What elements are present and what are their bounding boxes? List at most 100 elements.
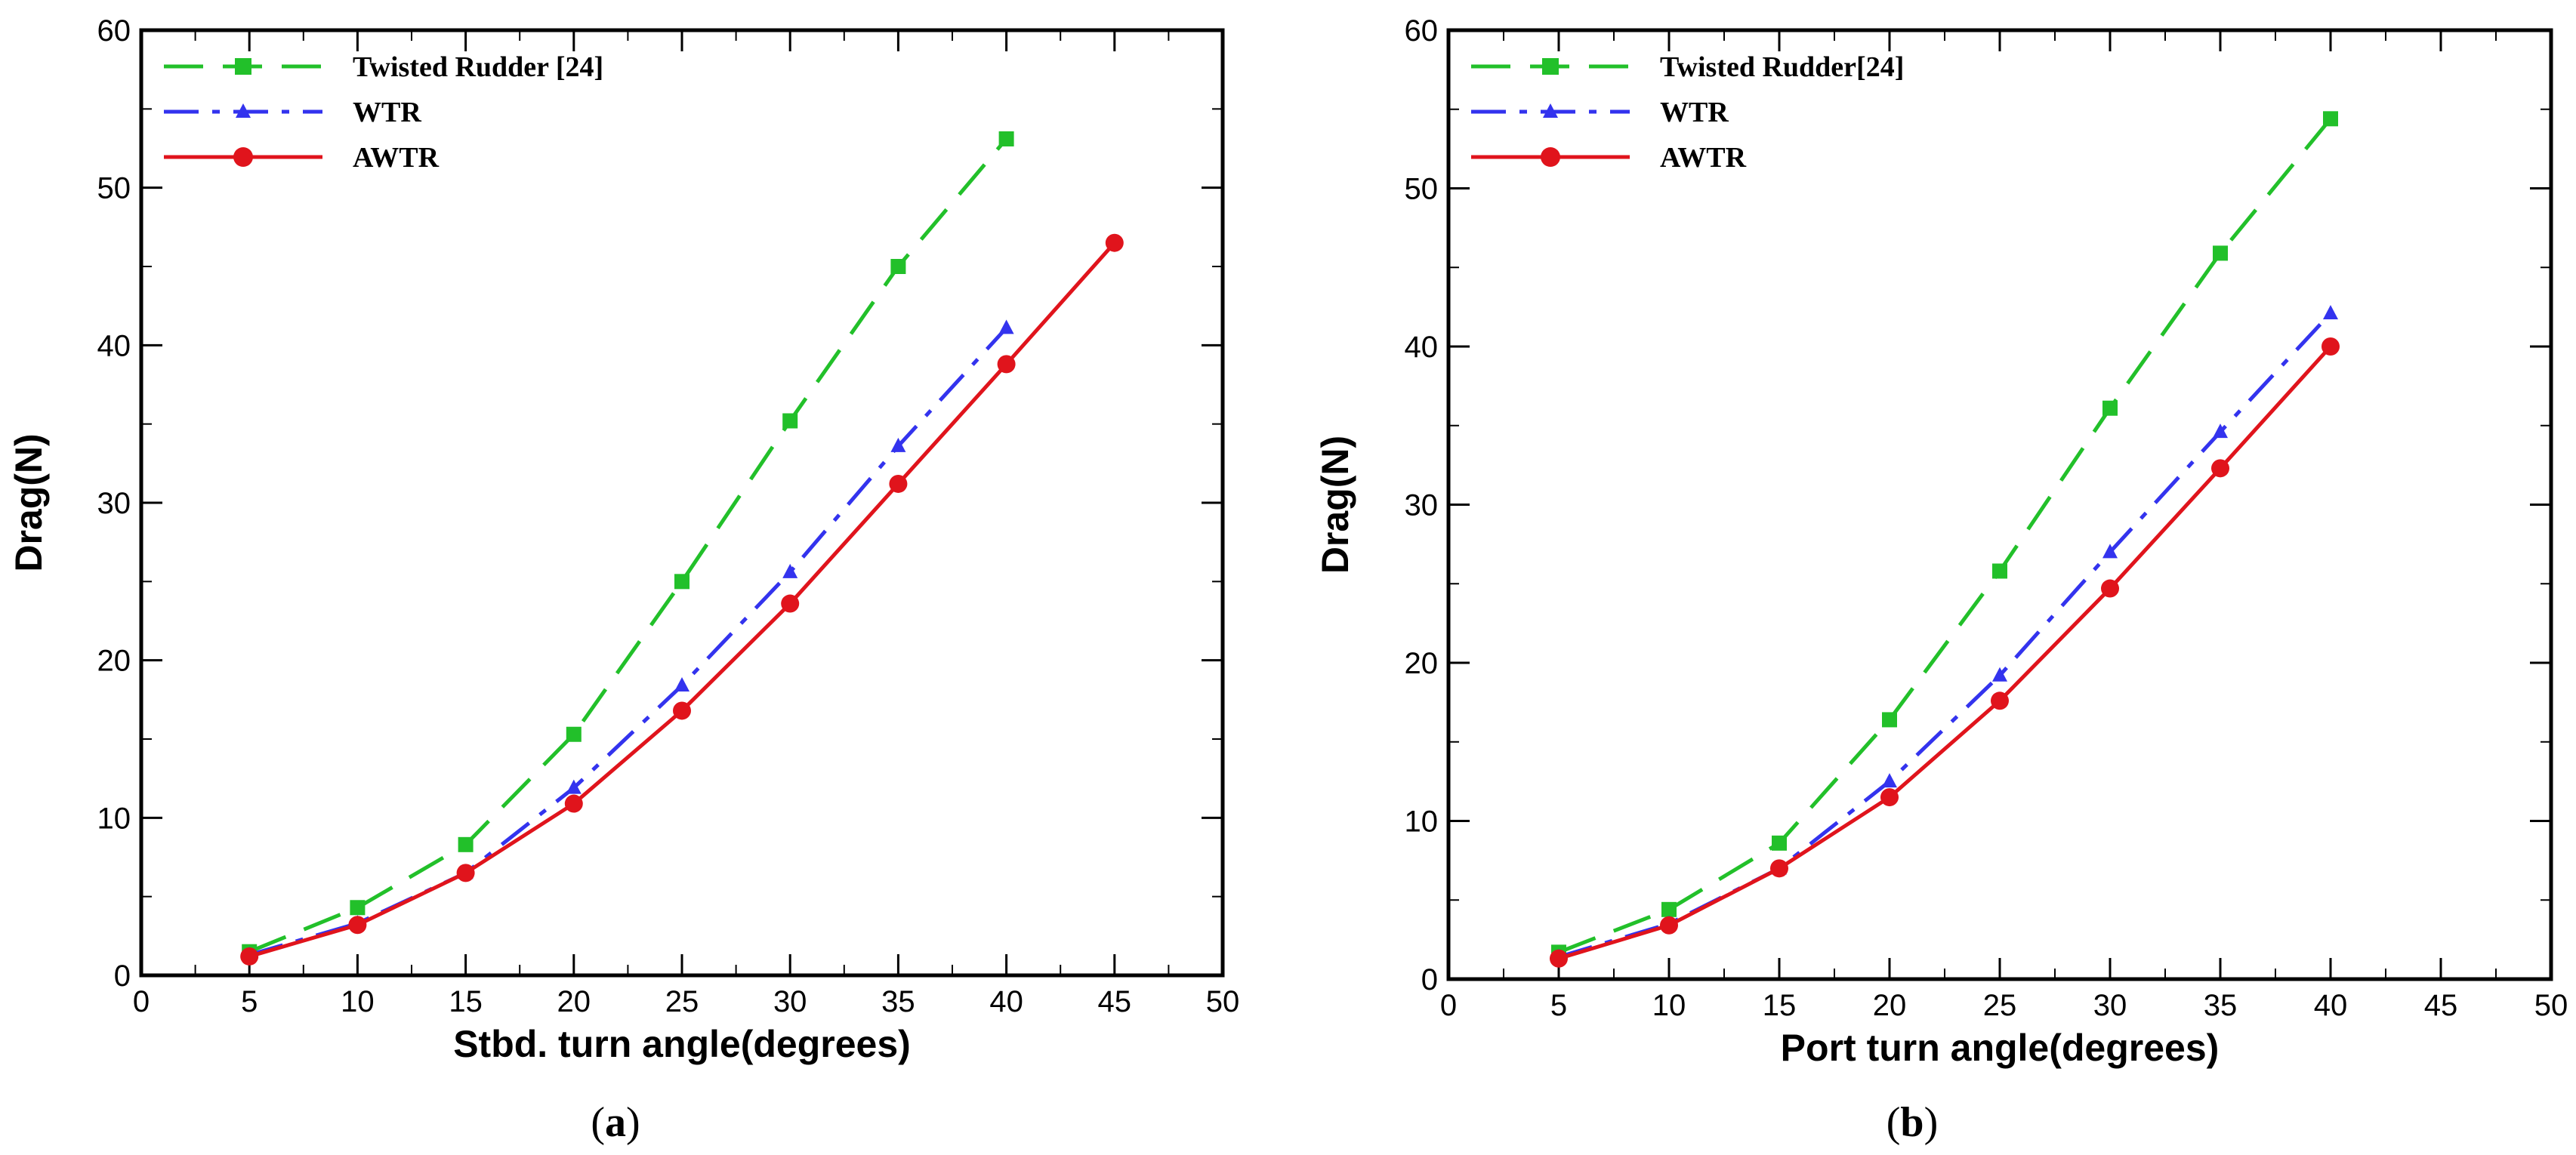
- data-point-square: [1772, 835, 1787, 851]
- data-point-triangle: [2213, 424, 2228, 439]
- data-point-triangle: [1882, 773, 1897, 788]
- data-point-circle: [456, 864, 475, 882]
- data-point-triangle: [674, 677, 690, 692]
- y-axis-title: Drag(N): [1314, 436, 1356, 574]
- data-point-triangle: [2102, 544, 2118, 559]
- data-point-circle: [1660, 916, 1678, 935]
- data-point-circle: [240, 947, 259, 966]
- y-tick-label: 60: [97, 14, 131, 48]
- caption-close-paren: ): [1924, 1099, 1939, 1146]
- data-point-triangle: [782, 563, 798, 578]
- legend-marker-triangle: [1543, 103, 1558, 118]
- series-line: [248, 242, 1116, 959]
- x-tick-label: 5: [241, 985, 258, 1018]
- x-tick-label: 25: [1983, 989, 2017, 1022]
- y-tick-label: 40: [97, 329, 131, 362]
- plot-frame: [1446, 28, 2553, 981]
- data-point-square: [1661, 901, 1677, 917]
- x-tick-label: 50: [1206, 985, 1240, 1018]
- x-tick-label: 10: [341, 985, 375, 1018]
- chart-panel-b: 0 5 10 15 20 25 30 35 40 45 50 0 10 20 30 40 50 60 Port tu…: [1314, 14, 2568, 1146]
- legend-marker-square: [1542, 58, 1559, 75]
- series-line: [1558, 345, 2332, 961]
- data-point-circle: [1105, 233, 1124, 252]
- data-point-circle: [673, 701, 691, 720]
- y-tick-label: 50: [97, 172, 131, 205]
- data-point-triangle: [2323, 305, 2338, 320]
- data-point-square: [1882, 712, 1897, 728]
- data-point-triangle: [1992, 667, 2007, 682]
- legend: Twisted Rudder[24] WTR AWTR: [1471, 51, 1904, 174]
- x-tick-label: 15: [1763, 989, 1797, 1022]
- data-point-square: [998, 131, 1014, 146]
- data-point-circle: [889, 474, 908, 493]
- y-tick-label: 30: [1405, 489, 1439, 522]
- caption-letter: b: [1900, 1099, 1924, 1146]
- panel-caption: (b): [1886, 1099, 1938, 1146]
- y-tick-label: 50: [1405, 173, 1439, 206]
- caption-letter: a: [605, 1099, 626, 1146]
- series-line: [1558, 117, 2332, 954]
- legend-marker-circle: [233, 147, 253, 167]
- x-axis-title: Port turn angle(degrees): [1781, 1027, 2220, 1069]
- x-tick-label: 10: [1652, 989, 1686, 1022]
- data-point-circle: [2321, 337, 2340, 356]
- y-tick-label: 30: [97, 487, 131, 520]
- series-awtr: [240, 233, 1124, 966]
- x-tick-label: 50: [2534, 989, 2568, 1022]
- data-point-square: [458, 836, 474, 852]
- x-tick-label: 20: [1873, 989, 1907, 1022]
- y-tick-label: 60: [1405, 14, 1439, 48]
- legend-marker-triangle: [236, 103, 251, 118]
- x-tick-label: 40: [989, 985, 1023, 1018]
- data-point-triangle: [890, 437, 906, 452]
- data-point-circle: [2211, 459, 2229, 478]
- y-axis-title: Drag(N): [8, 433, 50, 571]
- y-tick-label: 0: [1421, 963, 1438, 996]
- data-point-circle: [781, 594, 800, 613]
- data-point-triangle: [998, 319, 1014, 334]
- x-tick-label: 25: [665, 985, 699, 1018]
- data-point-circle: [1991, 691, 2009, 710]
- legend-label: WTR: [353, 97, 421, 128]
- data-point-square: [2323, 111, 2338, 127]
- legend-label: WTR: [1660, 97, 1729, 128]
- chart-panel-a: 0 5 10 15 20 25 30 35 40 45 50 0 10 20 30 40 50 60 Stbd. t…: [8, 14, 1239, 1146]
- x-tick-label: 20: [557, 985, 591, 1018]
- series-line: [248, 137, 1008, 954]
- y-tick-label: 10: [97, 802, 131, 835]
- x-tick-label: 45: [1098, 985, 1132, 1018]
- data-point-square: [350, 900, 366, 916]
- data-point-circle: [1550, 949, 1568, 968]
- x-tick-label: 30: [773, 985, 807, 1018]
- data-point-circle: [1770, 859, 1788, 878]
- panel-caption: (a): [591, 1099, 640, 1146]
- series-line: [248, 326, 1008, 957]
- series-awtr: [1550, 337, 2340, 968]
- data-point-square: [890, 259, 906, 274]
- data-point-square: [2102, 400, 2118, 416]
- series-line: [1558, 312, 2332, 959]
- legend-label: Twisted Rudder [24]: [353, 51, 603, 83]
- series-wtr: [242, 319, 1014, 961]
- x-tick-label: 35: [2204, 989, 2238, 1022]
- x-tick-label: 30: [2093, 989, 2127, 1022]
- data-point-square: [782, 413, 798, 429]
- y-tick-label: 20: [97, 645, 131, 678]
- series-twisted-rudder-24: [242, 131, 1014, 959]
- caption-close-paren: ): [626, 1099, 640, 1146]
- x-tick-label: 35: [881, 985, 915, 1018]
- data-point-square: [566, 726, 582, 742]
- data-point-triangle: [566, 779, 582, 794]
- plot-frame: [139, 28, 1225, 978]
- legend-label: Twisted Rudder[24]: [1660, 51, 1904, 83]
- x-tick-label: 0: [1440, 989, 1457, 1022]
- series-wtr: [1551, 305, 2338, 963]
- data-point-square: [674, 574, 690, 590]
- data-point-circle: [348, 916, 367, 935]
- caption-open-paren: (: [591, 1099, 605, 1146]
- x-tick-label: 5: [1550, 989, 1567, 1022]
- data-point-circle: [997, 355, 1016, 374]
- legend-label: AWTR: [1660, 142, 1747, 174]
